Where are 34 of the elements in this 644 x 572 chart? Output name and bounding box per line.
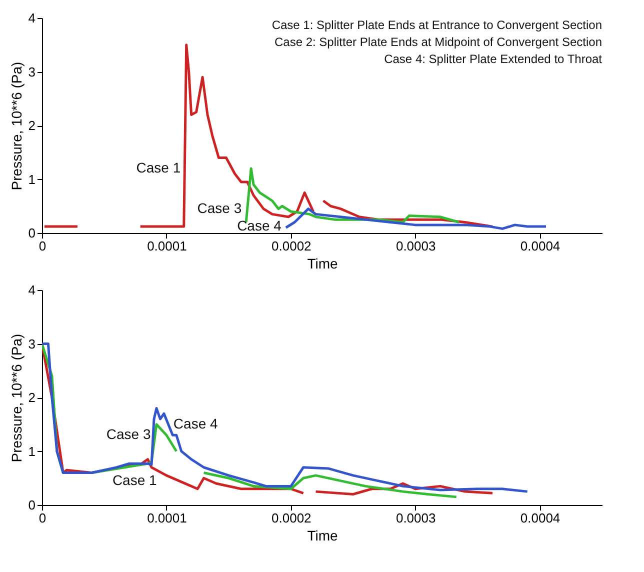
y-tick-label: 4 — [28, 282, 36, 298]
y-axis-title: Pressure, 10**6 (Pa) — [8, 334, 24, 462]
x-tick-label: 0.0003 — [396, 238, 436, 254]
annotation: Case 4: Splitter Plate Extended to Throat — [384, 52, 603, 66]
y-axis-title: Pressure, 10**6 (Pa) — [8, 62, 24, 190]
y-tick-label: 0 — [28, 498, 36, 512]
series-label: Case 1 — [112, 472, 158, 488]
y-tick-label: 1 — [28, 444, 36, 459]
y-tick-label: 4 — [28, 10, 36, 26]
x-tick-label: 0.0001 — [147, 510, 187, 526]
x-tick-label: 0.0003 — [396, 510, 436, 526]
annotation: Case 2: Splitter Plate Ends at Midpoint of Convergent Section — [274, 35, 602, 49]
x-tick-label: 0.0004 — [520, 238, 560, 254]
annotation: Case 1: Splitter Plate Ends at Entrance to Convergent Section — [272, 18, 602, 32]
x-tick-label: 0.0001 — [147, 238, 187, 254]
series-label: Case 3 — [197, 200, 242, 216]
y-tick-label: 0 — [28, 226, 36, 240]
x-tick-label: 0.0004 — [520, 510, 560, 526]
series-label: Case 4 — [237, 218, 282, 234]
line-series — [284, 208, 548, 230]
x-tick-label: 0.0002 — [272, 510, 312, 526]
y-tick-label: 1 — [28, 172, 36, 187]
x-axis-title: Time — [307, 528, 338, 544]
series-label: Case 1 — [136, 160, 181, 176]
x-tick-label: 0 — [38, 510, 46, 526]
x-tick-label: 0.0002 — [272, 238, 312, 254]
series-label: Case 3 — [106, 426, 151, 442]
y-tick-label: 3 — [28, 64, 36, 80]
y-tick-label: 2 — [28, 118, 36, 133]
series-label: Case 4 — [173, 415, 218, 432]
x-axis-title: Time — [307, 256, 338, 272]
x-tick-label: 0 — [38, 238, 46, 254]
y-tick-label: 3 — [28, 336, 36, 352]
y-tick-label: 2 — [28, 390, 36, 405]
